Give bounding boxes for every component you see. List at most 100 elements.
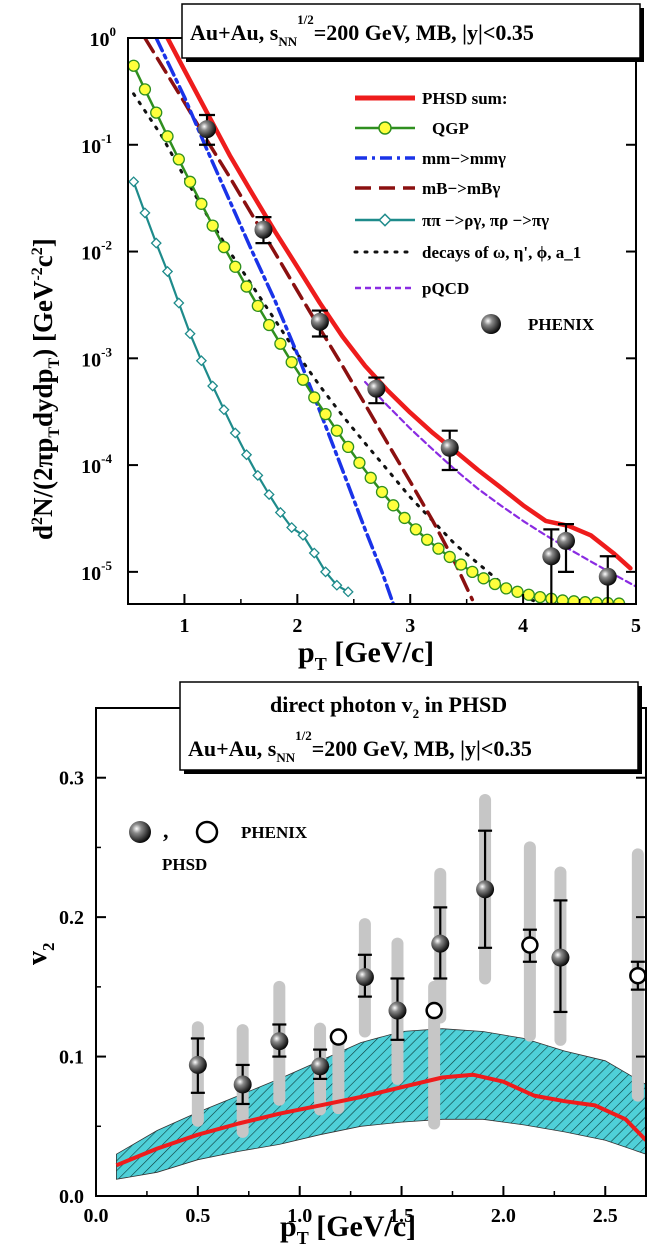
- pipi-marker: [229, 427, 241, 439]
- top-ytick-label: 10-5: [81, 558, 112, 585]
- pipi-marker: [218, 404, 230, 416]
- qgp-marker: [240, 280, 253, 293]
- phenix-point: [557, 531, 576, 550]
- qgp-marker: [443, 550, 456, 564]
- qgp-marker: [172, 153, 185, 166]
- qgp-marker: [128, 59, 140, 72]
- bottom-ytick-label: 0.3: [59, 768, 84, 790]
- bottom-title: direct photon v2 in PHSD: [270, 692, 507, 721]
- qgp-marker: [488, 577, 502, 591]
- bottom-title-sub: 2: [413, 706, 420, 721]
- top-ylabel-h: -2: [29, 267, 46, 280]
- bottom-xtick-label: 0.5: [185, 1205, 210, 1227]
- top-ylabel-b: 2: [29, 517, 46, 525]
- qgp-marker: [353, 456, 366, 469]
- pipi-marker: [161, 265, 174, 278]
- qgp-marker: [308, 391, 321, 404]
- top-xtick-label: 5: [631, 615, 641, 637]
- legend-marker-phenix: [481, 314, 501, 334]
- qgp-marker: [138, 83, 152, 96]
- legend-label-pipi: ππ −>ργ, πρ −>πγ: [422, 211, 549, 230]
- bottom-ylabel: v2: [22, 943, 58, 966]
- pipi-marker: [128, 176, 140, 188]
- pipi-marker: [319, 566, 332, 578]
- top-series-line-6: [364, 380, 636, 588]
- qgp-marker: [533, 590, 547, 604]
- top-series-group: [128, 38, 636, 604]
- bottom-xtick-label: 2.5: [593, 1205, 618, 1227]
- phenix-v2-point: [629, 966, 646, 985]
- legend-label-mm: mm−>mmγ: [422, 149, 506, 168]
- bottom-xtick-label: 1.5: [389, 1205, 414, 1227]
- bottom-xlabel: pT [GeV/c]: [280, 1210, 416, 1248]
- top-ylabel-c: N/(2πp: [28, 438, 58, 517]
- phsd-v2-point: [188, 1055, 207, 1074]
- legend-label-phenix: PHENIX: [528, 315, 595, 334]
- top-axis-ticks: 1 2 3 4 5 10-5 10-4 10-3 10-2 10-1 100: [81, 24, 641, 637]
- legend-marker-qgp: [378, 121, 392, 135]
- top-series-line-2: [154, 38, 396, 604]
- bottom-ytick-label: 0.2: [59, 907, 84, 929]
- top-ylabel-k: ]: [28, 238, 58, 247]
- legend-sep: ,: [163, 818, 169, 843]
- bottom-xlabel-sub: T: [297, 1228, 309, 1248]
- legend-label-phenix-v2: PHENIX: [241, 823, 308, 842]
- bottom-legend: , PHENIX PHSD: [129, 818, 308, 874]
- phsd-v2-point: [311, 1057, 330, 1076]
- pipi-marker: [240, 449, 253, 461]
- pipi-marker: [150, 237, 162, 249]
- top-ytick-label: 10-3: [81, 344, 112, 371]
- qgp-marker: [579, 596, 592, 604]
- legend-marker-pipi: [378, 213, 392, 227]
- top-title-sub: NN: [278, 34, 297, 49]
- pipi-marker: [195, 355, 207, 367]
- bottom-title-box: [179, 681, 639, 771]
- bottom-xtick-label: 1.0: [287, 1205, 312, 1227]
- qgp-marker: [274, 337, 287, 350]
- top-legend: PHSD sum: QGP mm−>mmγ mB−>mBγ ππ −>ργ, π…: [353, 89, 595, 334]
- phenix-v2-point: [329, 1028, 348, 1046]
- bottom-xlabel-rest: [GeV/c]: [309, 1210, 416, 1243]
- bottom-title-main: direct photon v: [270, 692, 413, 717]
- qgp-marker: [477, 572, 490, 585]
- legend-label-decays-main: decays of ω, η', ϕ, a_1: [422, 243, 581, 262]
- qgp-marker: [454, 558, 468, 571]
- phsd-v2-point: [476, 880, 495, 899]
- bottom-title-rest: in PHSD: [419, 692, 507, 717]
- top-ytick-label: 10-1: [81, 131, 112, 158]
- qgp-marker: [150, 106, 163, 119]
- bottom-ytick-label: 0.0: [59, 1186, 84, 1208]
- top-xtick-label: 1: [179, 615, 189, 637]
- qgp-marker: [206, 219, 219, 232]
- top-ylabel-j: 2: [29, 247, 46, 255]
- bottom-subtitle-sup: 1/2: [295, 728, 312, 743]
- pipi-marker: [331, 579, 343, 591]
- bottom-ytick-label: 0.1: [59, 1047, 84, 1069]
- phsd-v2-point: [551, 948, 570, 967]
- top-ylabel-i: c: [28, 255, 58, 267]
- qgp-marker: [262, 318, 276, 332]
- pipi-marker: [342, 586, 354, 598]
- phenix-point: [254, 220, 273, 239]
- pipi-marker: [263, 488, 275, 501]
- top-series-line-4: [132, 180, 350, 593]
- qgp-marker: [421, 533, 434, 546]
- bottom-xtick-label: 2.0: [491, 1205, 516, 1227]
- bottom-subtitle-main: Au+Au, s: [188, 736, 277, 761]
- qgp-marker: [590, 596, 603, 604]
- top-ylabel-d: T: [46, 427, 63, 438]
- top-plot-area: [128, 38, 636, 604]
- qgp-marker: [398, 511, 411, 525]
- bottom-subtitle: Au+Au, sNN1/2=200 GeV, MB, |y|<0.35: [188, 728, 532, 765]
- top-xtick-label: 3: [405, 615, 415, 637]
- top-ylabel-g: ) [GeV: [28, 280, 58, 358]
- top-xlabel: pT [GeV/c]: [298, 636, 434, 674]
- pipi-marker: [286, 521, 298, 534]
- qgp-marker: [466, 565, 479, 579]
- top-series-line-0: [165, 38, 633, 571]
- qgp-marker: [217, 240, 231, 254]
- pipi-marker: [184, 328, 196, 340]
- qgp-marker: [432, 542, 445, 555]
- bottom-subtitle-rest: =200 GeV, MB, |y|<0.35: [312, 736, 532, 761]
- phenix-v2-point: [521, 936, 539, 954]
